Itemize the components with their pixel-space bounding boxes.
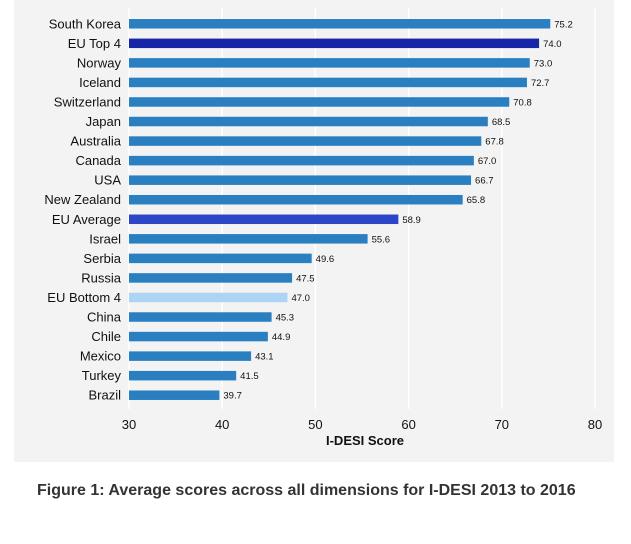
category-label-new-zealand: New Zealand [44,192,121,207]
labels: 30 40 50 60 70 80 South Korea 75.2 EU Top 4 74.0 N… [44,16,602,432]
category-label-norway: Norway [77,55,122,70]
grid-lines [128,8,596,409]
value-label-new-zealand: 65.8 [467,195,486,206]
value-label-australia: 67.8 [485,137,504,148]
value-label-usa: 66.7 [475,176,494,187]
bar-russia [129,273,293,283]
bar-switzerland [129,97,510,107]
chart-panel: 30 40 50 60 70 80 South Korea 75.2 EU Top 4 74.0 N… [14,0,614,462]
category-label-usa: USA [94,173,121,188]
x-tick-label-60: 60 [401,417,415,432]
figure-caption: Figure 1: Average scores across all dime… [37,482,576,499]
bars [129,19,551,400]
value-label-eu-average: 58.9 [402,215,421,226]
value-label-serbia: 49.6 [316,254,335,265]
value-label-south-korea: 75.2 [554,19,573,30]
bar-chile [129,331,268,342]
category-label-eu-top-4: EU Top 4 [68,36,121,51]
bar-japan [129,116,488,127]
x-tick-label-40: 40 [215,417,229,432]
x-tick-label-30: 30 [122,417,136,432]
value-label-switzerland: 70.8 [513,97,532,108]
category-label-iceland: Iceland [79,75,121,90]
category-label-chile: Chile [91,329,121,344]
x-tick-label-50: 50 [308,417,322,432]
bar-china [129,312,272,322]
value-label-iceland: 72.7 [531,78,550,89]
value-label-chile: 44.9 [272,332,291,343]
bar-brazil [129,390,220,400]
value-label-eu-bottom-4: 47.0 [291,293,310,304]
value-label-china: 45.3 [276,313,295,324]
value-label-japan: 68.5 [492,117,511,128]
category-label-turkey: Turkey [82,368,122,383]
category-label-australia: Australia [70,134,121,149]
bar-serbia [129,253,312,264]
bar-eu-average [129,214,399,225]
value-label-brazil: 39.7 [223,391,242,402]
category-label-south-korea: South Korea [49,16,122,31]
category-label-eu-average: EU Average [52,212,121,227]
category-label-brazil: Brazil [88,388,121,403]
value-label-israel: 55.6 [372,234,391,245]
category-label-china: China [87,310,122,325]
bar-australia [129,136,482,146]
value-label-mexico: 43.1 [255,352,273,363]
category-label-russia: Russia [81,270,122,285]
value-label-canada: 67.0 [478,156,497,167]
bar-iceland [129,77,527,88]
bar-south-korea [129,19,551,29]
bar-mexico [129,351,252,361]
bar-usa [129,175,472,185]
value-label-norway: 73.0 [534,58,553,69]
category-label-eu-bottom-4: EU Bottom 4 [47,290,121,305]
value-label-russia: 47.5 [296,273,315,284]
bar-canada [129,155,474,166]
bar-chart: 30 40 50 60 70 80 South Korea 75.2 EU Top 4 74.0 N… [44,8,602,448]
value-label-turkey: 41.5 [240,371,259,382]
x-tick-label-80: 80 [588,417,602,432]
bar-norway [129,58,530,68]
category-label-japan: Japan [86,114,121,129]
bar-new-zealand [129,194,463,205]
value-label-eu-top-4: 74.0 [543,39,562,50]
category-label-israel: Israel [89,231,121,246]
category-label-serbia: Serbia [83,251,121,266]
bar-israel [129,234,368,244]
category-label-mexico: Mexico [80,349,121,364]
bar-turkey [129,370,237,381]
bar-eu-top-4 [129,38,540,49]
bar-eu-bottom-4 [129,292,288,303]
x-tick-label-70: 70 [495,417,509,432]
category-label-canada: Canada [75,153,121,168]
x-axis-title: I-DESI Score [326,433,404,448]
category-label-switzerland: Switzerland [54,94,121,109]
